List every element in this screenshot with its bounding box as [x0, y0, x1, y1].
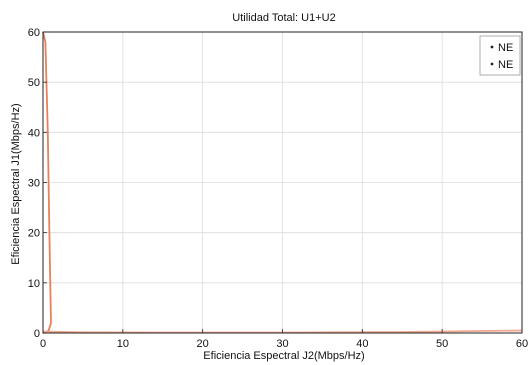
x-tick-label: 10 [117, 338, 129, 350]
legend-label-ne-1: NE [498, 42, 513, 54]
x-tick-label: 20 [197, 338, 209, 350]
ticks: 0 10 20 30 40 50 60 0 10 20 30 40 50 60 [28, 27, 528, 350]
x-tick-label: 60 [516, 338, 528, 350]
y-tick-label: 0 [34, 328, 40, 340]
x-tick-label: 30 [276, 338, 288, 350]
x-axis-title: Eficiencia Espectral J2(Mbps/Hz) [203, 350, 364, 362]
y-tick-label: 40 [28, 127, 40, 139]
x-tick-label: 40 [356, 338, 368, 350]
y-tick-label: 10 [28, 278, 40, 290]
y-tick-label: 20 [28, 228, 40, 240]
x-tick-label: 0 [40, 338, 46, 350]
legend-label-ne-2: NE [498, 59, 513, 71]
x-tick-label: 50 [436, 338, 448, 350]
y-tick-label: 30 [28, 178, 40, 190]
legend-marker-ne-2 [490, 62, 494, 66]
legend-marker-ne-1 [490, 45, 494, 49]
y-tick-label: 60 [28, 27, 40, 39]
legend-box [479, 35, 521, 76]
y-axis-title: Eficiencia Espectral J1(Mbps/Hz) [10, 103, 22, 264]
legend: NE NE [479, 35, 521, 76]
chart-title: Utilidad Total: U1+U2 [232, 12, 335, 24]
y-tick-label: 50 [28, 77, 40, 89]
